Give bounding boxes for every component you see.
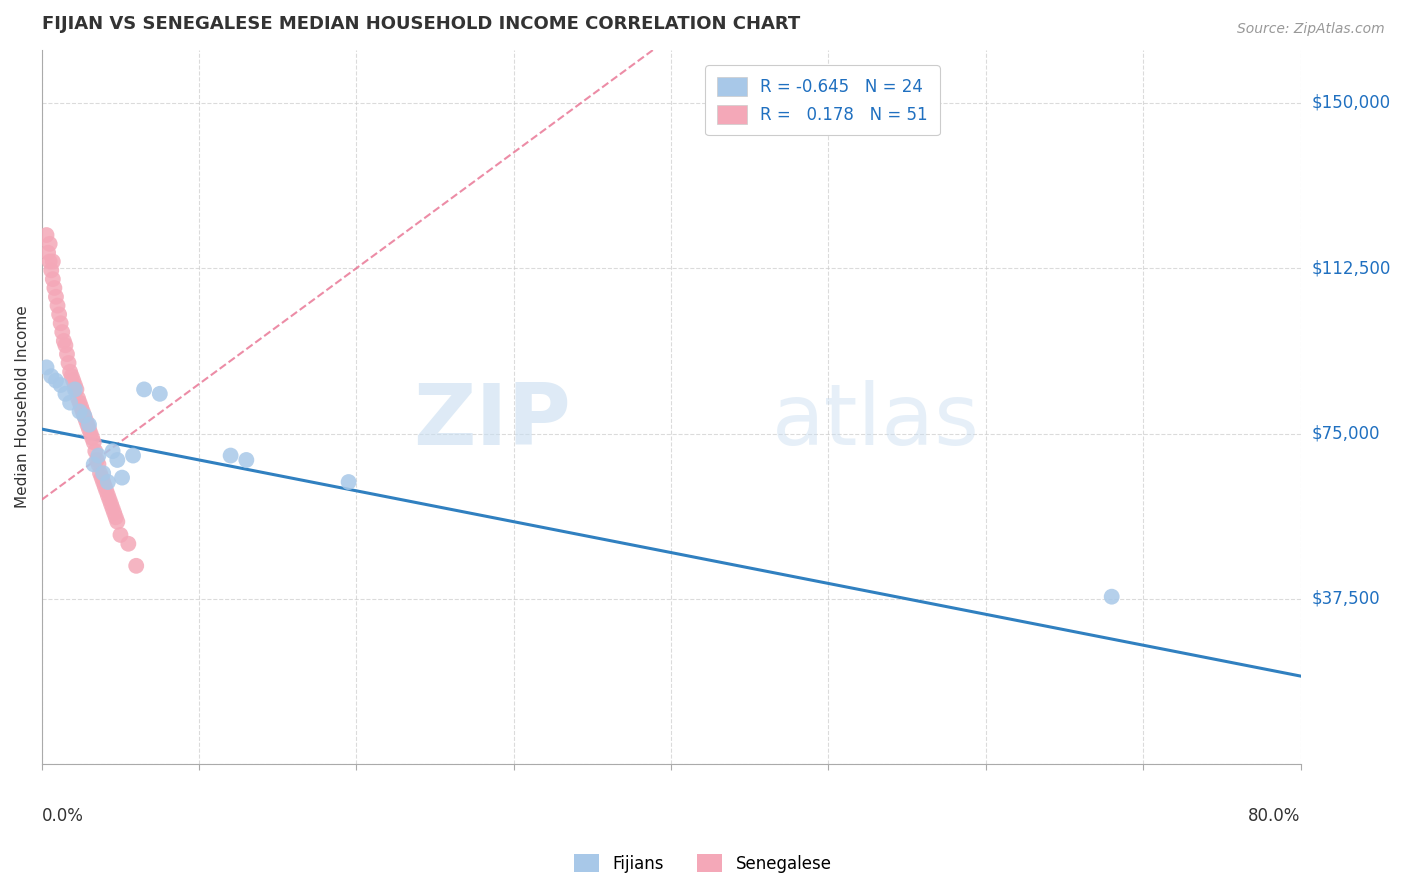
Point — [52, 334, 75, 348]
Point — [38, 236, 60, 251]
Point — [86, 453, 108, 467]
Point — [70, 400, 93, 414]
Point — [42, 272, 65, 286]
Point — [35, 228, 58, 243]
Point — [42, 254, 65, 268]
Point — [219, 449, 242, 463]
Point — [75, 413, 97, 427]
Point — [77, 422, 100, 436]
Point — [1101, 590, 1123, 604]
Point — [49, 316, 72, 330]
Point — [55, 387, 77, 401]
Text: 80.0%: 80.0% — [1249, 807, 1301, 825]
Point — [35, 360, 58, 375]
Text: 0.0%: 0.0% — [42, 807, 84, 825]
Point — [337, 475, 360, 489]
Point — [72, 404, 94, 418]
Point — [76, 417, 98, 432]
Text: $37,500: $37,500 — [1312, 590, 1381, 607]
Point — [132, 383, 155, 397]
Point — [44, 281, 66, 295]
Point — [101, 501, 124, 516]
Point — [111, 470, 134, 484]
Point — [89, 466, 111, 480]
Point — [90, 470, 112, 484]
Point — [45, 290, 67, 304]
Point — [87, 449, 110, 463]
Text: Source: ZipAtlas.com: Source: ZipAtlas.com — [1237, 22, 1385, 37]
Point — [46, 299, 69, 313]
Point — [37, 245, 59, 260]
Point — [122, 449, 145, 463]
Point — [110, 528, 132, 542]
Point — [235, 453, 257, 467]
Point — [65, 383, 87, 397]
Point — [98, 492, 121, 507]
Point — [100, 497, 122, 511]
Point — [49, 378, 72, 392]
Point — [56, 347, 79, 361]
Point — [97, 475, 120, 489]
Point — [62, 374, 84, 388]
Point — [149, 387, 172, 401]
Point — [91, 475, 114, 489]
Point — [58, 356, 80, 370]
Point — [96, 483, 118, 498]
Text: FIJIAN VS SENEGALESE MEDIAN HOUSEHOLD INCOME CORRELATION CHART: FIJIAN VS SENEGALESE MEDIAN HOUSEHOLD IN… — [42, 15, 800, 33]
Point — [59, 365, 82, 379]
Point — [83, 458, 105, 472]
Point — [117, 537, 139, 551]
Point — [77, 417, 100, 432]
Point — [60, 369, 83, 384]
Point — [73, 409, 96, 423]
Point — [39, 369, 62, 384]
Point — [101, 444, 124, 458]
Point — [84, 444, 107, 458]
Point — [103, 506, 125, 520]
Point — [82, 431, 104, 445]
Point — [79, 426, 101, 441]
Point — [104, 510, 127, 524]
Point — [45, 374, 67, 388]
Text: $112,500: $112,500 — [1312, 260, 1391, 277]
Text: ZIP: ZIP — [413, 380, 571, 463]
Point — [87, 458, 110, 472]
Point — [38, 254, 60, 268]
Legend: Fijians, Senegalese: Fijians, Senegalese — [568, 847, 838, 880]
Point — [66, 391, 89, 405]
Text: atlas: atlas — [772, 380, 980, 463]
Point — [59, 395, 82, 409]
Point — [51, 325, 73, 339]
Point — [105, 453, 128, 467]
Point — [63, 378, 86, 392]
Y-axis label: Median Household Income: Median Household Income — [15, 306, 30, 508]
Point — [39, 263, 62, 277]
Point — [69, 395, 91, 409]
Point — [97, 488, 120, 502]
Point — [105, 515, 128, 529]
Point — [125, 558, 148, 573]
Point — [73, 409, 96, 423]
Text: $150,000: $150,000 — [1312, 94, 1391, 112]
Point — [83, 435, 105, 450]
Point — [63, 383, 86, 397]
Point — [69, 404, 91, 418]
Point — [93, 479, 115, 493]
Legend: R = -0.645   N = 24, R =   0.178   N = 51: R = -0.645 N = 24, R = 0.178 N = 51 — [706, 65, 939, 136]
Point — [91, 466, 114, 480]
Text: $75,000: $75,000 — [1312, 425, 1381, 442]
Point — [55, 338, 77, 352]
Point — [48, 308, 70, 322]
